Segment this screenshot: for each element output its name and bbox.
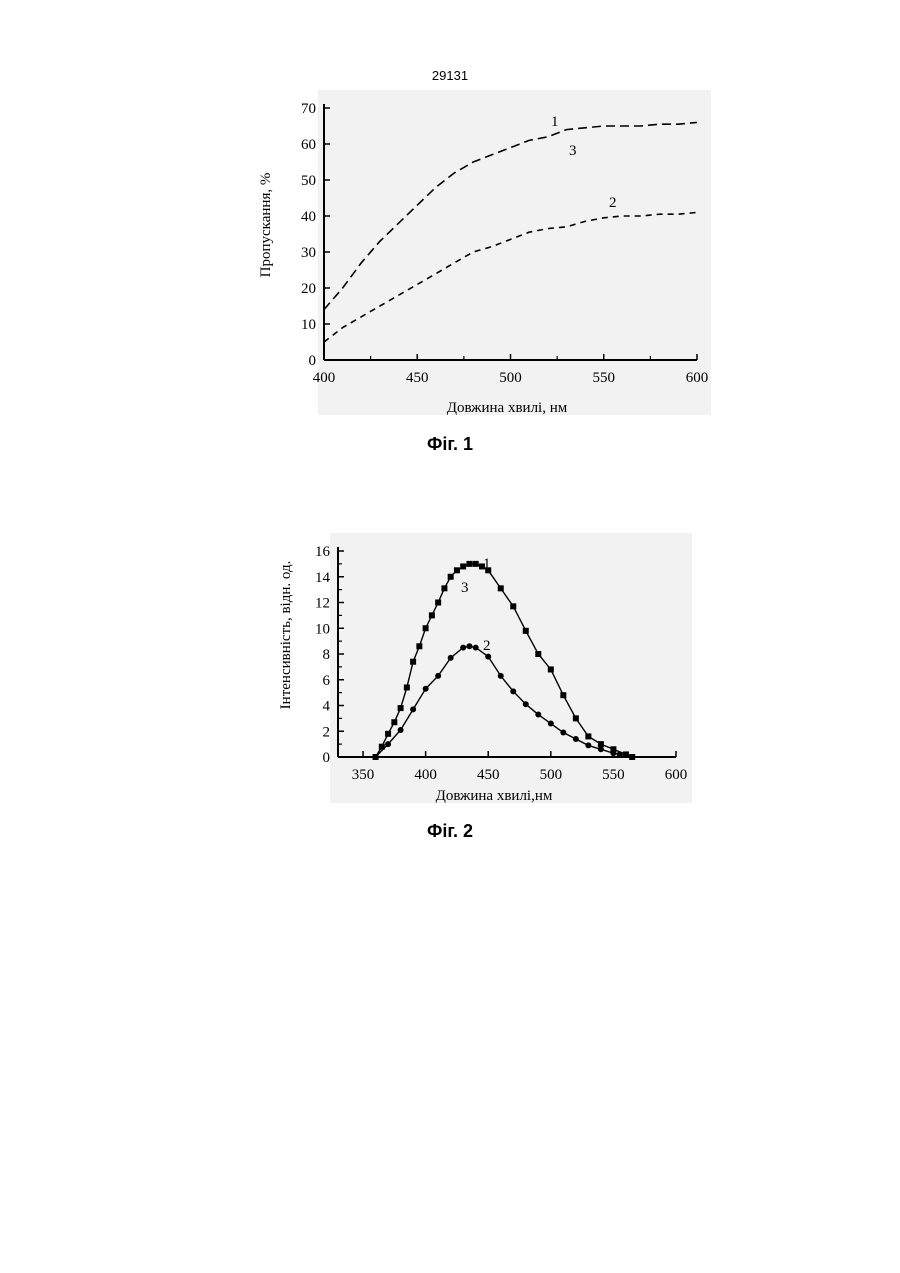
figure-2-series-1-point (391, 719, 397, 725)
x-tick-label: 550 (602, 767, 625, 783)
figure-2-series-1-point (435, 600, 441, 606)
figure-2-series-1-point (410, 659, 416, 665)
y-tick-label: 10 (315, 621, 330, 637)
figure-2-caption: Фіг. 2 (0, 821, 900, 842)
y-tick-label: 2 (323, 724, 331, 740)
y-tick-label: 8 (323, 647, 331, 663)
y-tick-label: 0 (323, 750, 331, 766)
figure-2-series-2-point (385, 741, 391, 747)
figure-2-series-1-point (535, 651, 541, 657)
figure-2-series-1-point (573, 715, 579, 721)
figure-2-series-1-point (454, 567, 460, 573)
figure-2-series-1-point (585, 733, 591, 739)
figure-2-curve-label-3: 3 (461, 580, 469, 596)
figure-2-series-2-point (485, 654, 491, 660)
figure-2-series-1-point (429, 612, 435, 618)
figure-2-series-2-point (435, 673, 441, 679)
figure-2-series-2-point (585, 742, 591, 748)
figure-2-series-2-point (398, 727, 404, 733)
figure-2-series-2-point (460, 645, 466, 651)
figure-2-series-2-point (466, 643, 472, 649)
x-tick-label: 350 (352, 767, 375, 783)
figure-2-y-axis-label: Інтенсивність, відн. од. (278, 561, 294, 710)
figure-2-curve-label-2: 2 (483, 638, 491, 654)
figure-2-series-2-point (473, 645, 479, 651)
figure-2-series-2-point (598, 746, 604, 752)
y-tick-label: 6 (323, 673, 331, 689)
figure-2-series-2-point (423, 686, 429, 692)
figure-2-background (330, 533, 692, 803)
figure-2-series-2-point (617, 751, 623, 757)
figure-2-series-2-point (629, 754, 635, 760)
figure-2-series-1-point (523, 628, 529, 634)
figure-2-series-2-point (535, 712, 541, 718)
figure-2-series-1-point (404, 684, 410, 690)
figure-2-x-axis-label: Довжина хвилі,нм (436, 788, 553, 804)
x-tick-label: 500 (540, 767, 563, 783)
figure-2-series-1-point (560, 692, 566, 698)
x-tick-label: 600 (665, 767, 688, 783)
figure-2-series-1-point (416, 643, 422, 649)
y-tick-label: 12 (315, 596, 330, 612)
y-tick-label: 4 (323, 699, 331, 715)
figure-2-series-2-point (498, 673, 504, 679)
x-tick-label: 450 (477, 767, 500, 783)
figure-2-series-2-point (610, 750, 616, 756)
x-tick-label: 400 (414, 767, 437, 783)
figure-2-series-1-point (448, 574, 454, 580)
figure-2-series-1-point (473, 561, 479, 567)
figure-2-series-1-point (466, 561, 472, 567)
figure-2-series-1-point (460, 563, 466, 569)
figure-2-series-1-point (548, 666, 554, 672)
figure-2-series-2-point (373, 754, 379, 760)
figure-2-series-1-point (441, 585, 447, 591)
figure-2-series-2-point (410, 706, 416, 712)
figure-2-series-2-point (573, 736, 579, 742)
figure-2-series-1-point (398, 705, 404, 711)
figure-2-series-2-point (448, 655, 454, 661)
figure-2-series-1-point (498, 585, 504, 591)
figure-2-curve-label-1: 1 (483, 556, 491, 572)
figure-2-series-2-point (523, 701, 529, 707)
figure-2-series-1-point (510, 603, 516, 609)
figure-2-series-1-point (598, 741, 604, 747)
y-tick-label: 14 (315, 570, 331, 586)
figure-2-series-2-point (510, 688, 516, 694)
figure-2-series-1-point (385, 731, 391, 737)
figure-2-series-1-point (423, 625, 429, 631)
figure-2-series-2-point (560, 730, 566, 736)
y-tick-label: 16 (315, 544, 331, 560)
figure-2-series-2-point (548, 721, 554, 727)
